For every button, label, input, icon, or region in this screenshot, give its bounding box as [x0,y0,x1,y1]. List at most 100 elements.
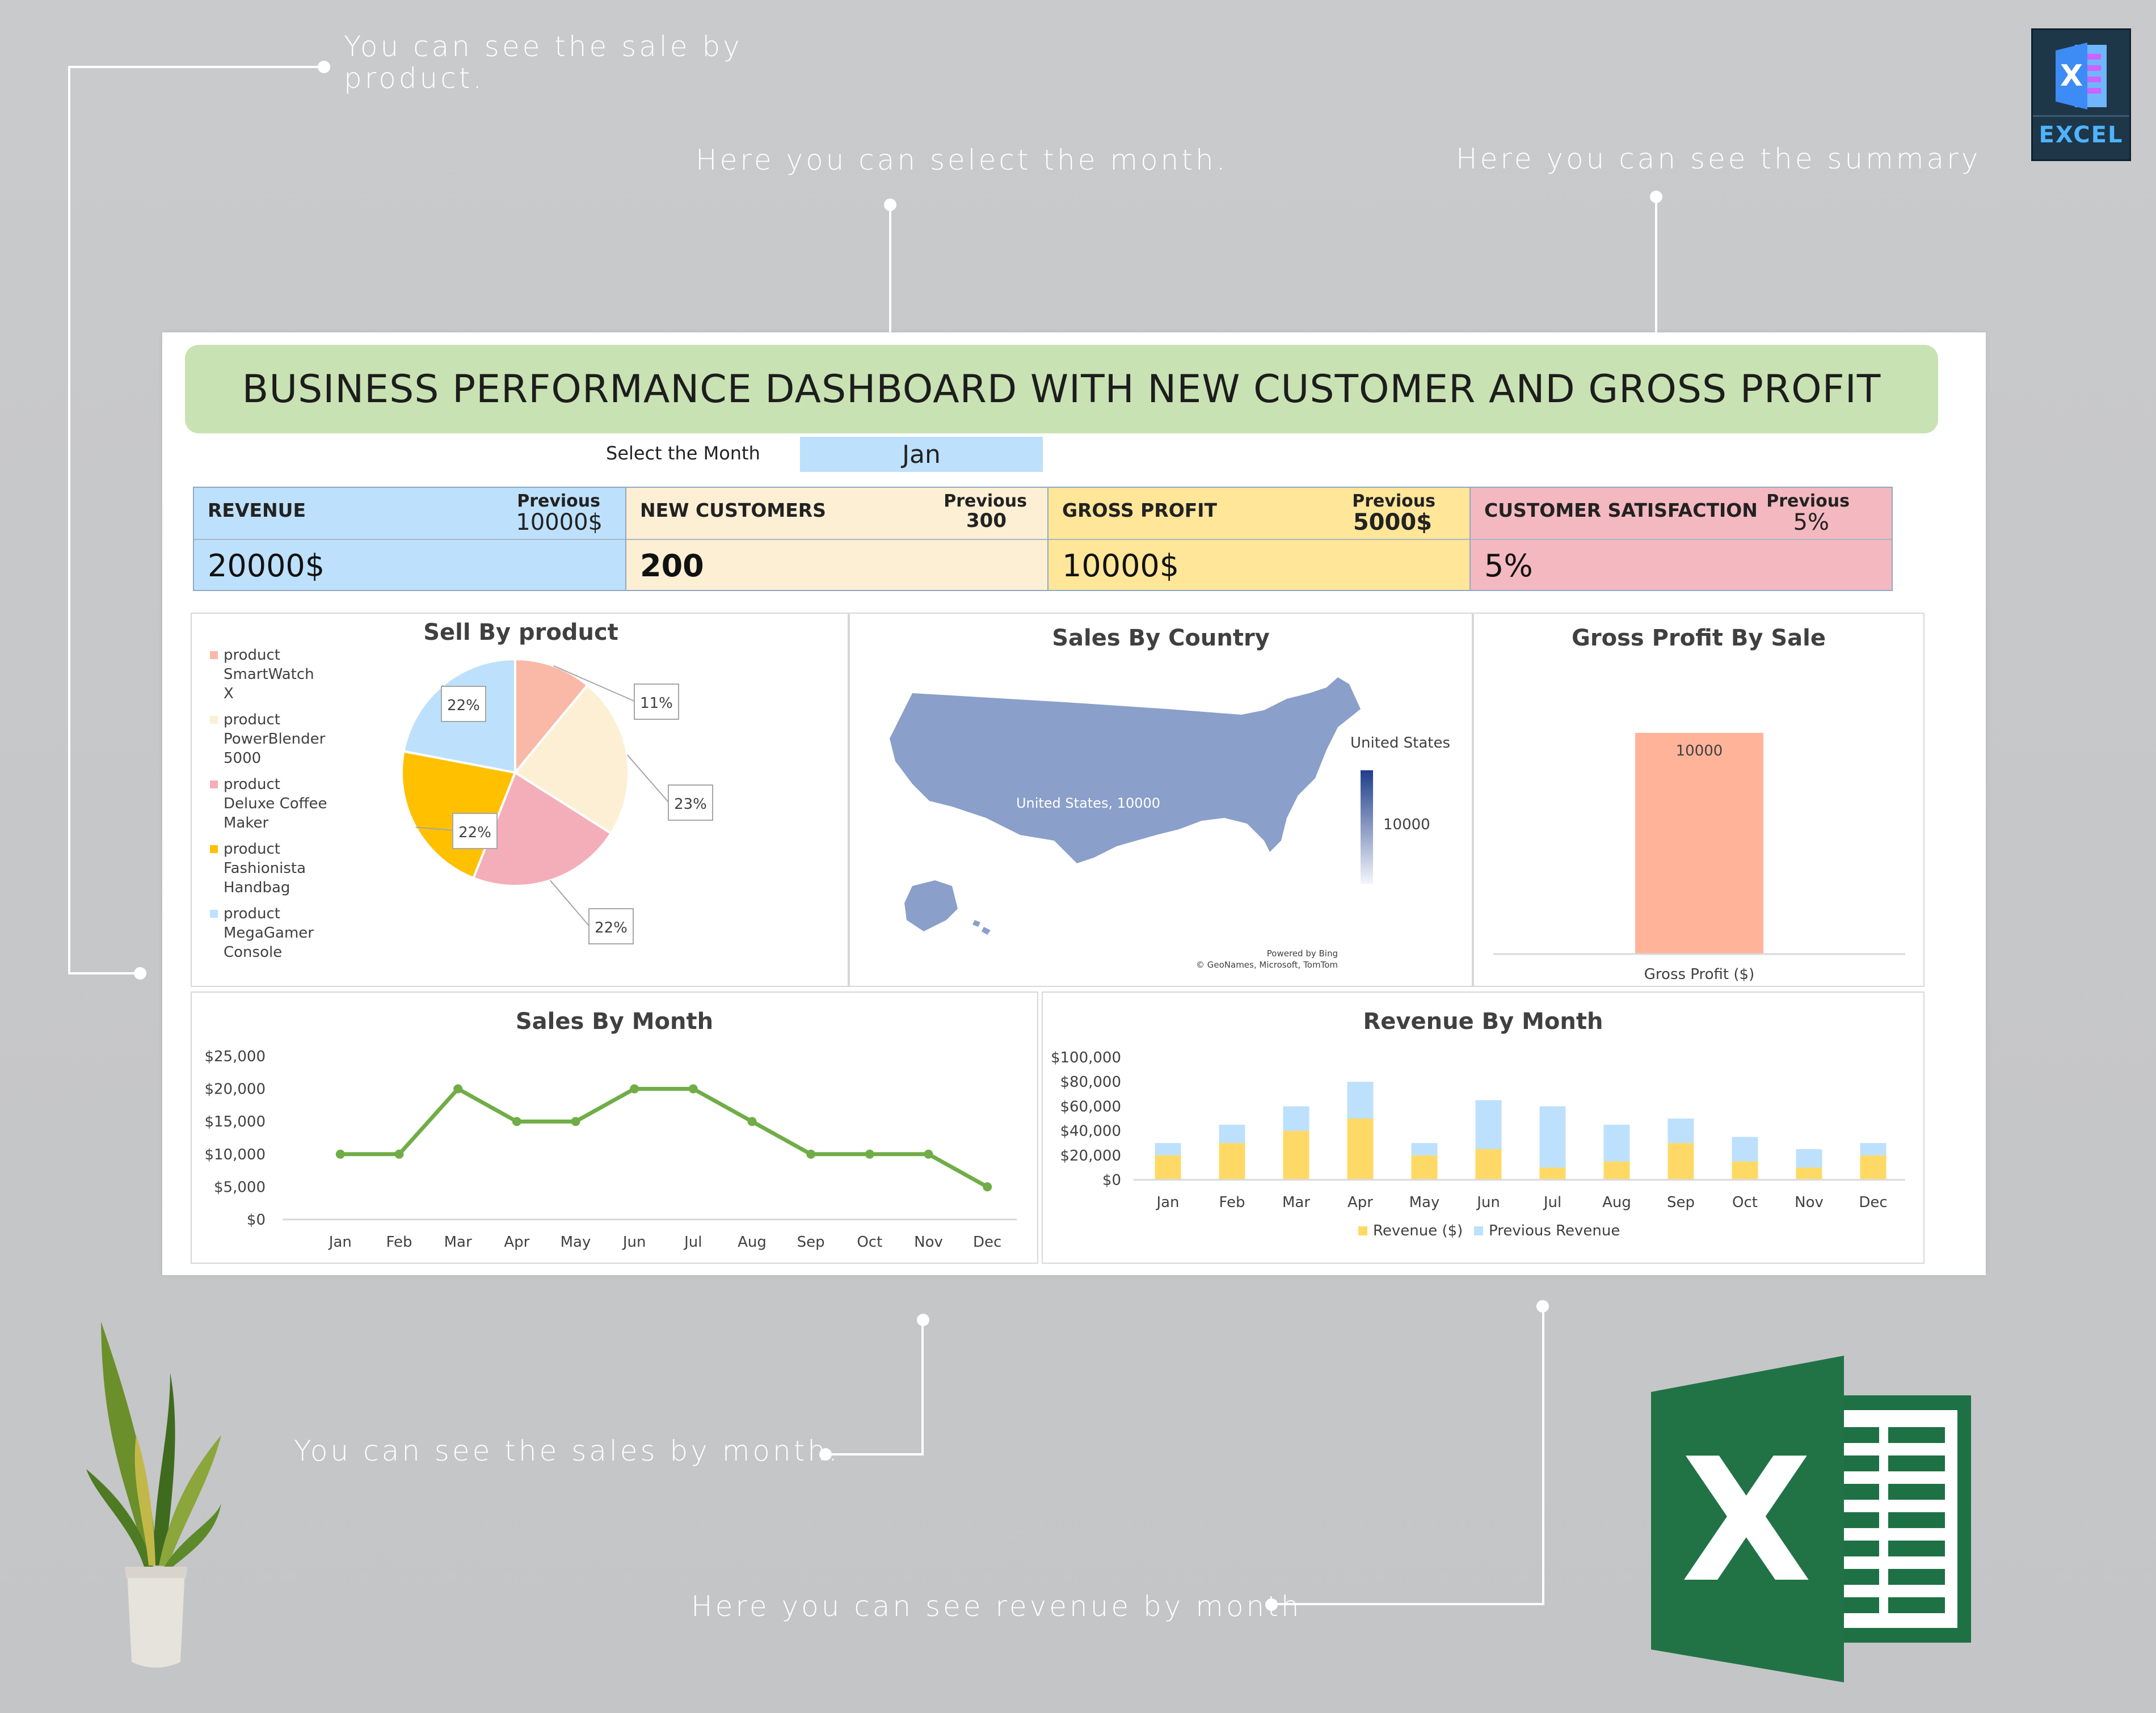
kpi-previous-value: 5000$ [1353,509,1432,535]
connector-line [68,972,142,974]
x-tick-label: Dec [973,1234,1001,1251]
connector-line [889,204,891,332]
x-tick-label: Nov [1795,1194,1824,1211]
y-tick-label: $40,000 [1060,1123,1121,1140]
x-tick-label: Feb [1219,1194,1245,1211]
excel-badge-icon: X [2052,39,2113,113]
connector-dot [134,967,146,980]
x-tick-label: Jul [683,1234,702,1251]
data-point [453,1084,463,1094]
bar-segment [1860,1143,1887,1155]
us-map-region [890,677,1361,863]
kpi-name: NEW CUSTOMERS [640,499,826,521]
pie-label-box [588,908,634,944]
legend-item: product PowerBlender 5000 [204,710,363,768]
y-tick-label: $80,000 [1060,1074,1121,1091]
kpi-divider [1048,539,1469,540]
pie-data-label: 22% [595,919,628,936]
pie-leader-line [626,754,669,803]
bar-segment [1539,1106,1566,1168]
sales-line-chart: $0 $5,000 $10,000 $15,000 $20,000 $25,000 Jan F… [204,1048,1017,1251]
legend-label: SmartWatch [224,666,314,683]
sales-line [340,1087,988,1189]
y-tick-label: $20,000 [1060,1147,1121,1164]
us-map: United States, 10000 United States 10000… [890,677,1450,970]
bar-segment [1796,1149,1822,1168]
x-tick-label: Mar [444,1234,472,1251]
data-point [924,1149,933,1159]
kpi-value: 20000$ [208,548,325,584]
panel-title: Sell By product [423,619,618,645]
panel-title: Gross Profit By Sale [1572,625,1826,651]
x-tick-label: Jan [328,1234,352,1251]
data-point [806,1149,816,1159]
legend-label: product [224,841,281,858]
y-tick-label: $0 [247,1212,266,1229]
excel-badge: X EXCEL [2031,28,2131,161]
legend-swatch [210,780,218,788]
bar-segment [1603,1124,1630,1162]
x-tick-label: Nov [914,1234,943,1251]
data-point [983,1182,992,1192]
connector-line [1542,1307,1544,1605]
dashboard-title: BUSINESS PERFORMANCE DASHBOARD WITH NEW … [242,366,1881,412]
bar-segment [1603,1161,1630,1180]
bar-segment [1732,1161,1758,1180]
legend-label: product [224,905,281,922]
y-tick-label: $10,000 [204,1146,266,1163]
legend-label: MegaGamer [224,925,314,942]
legend-label: product [224,776,281,793]
hawaii-region [972,920,991,935]
panel-gross-profit-by-sale: Gross Profit By Sale 10000 Gross Profit (… [1473,613,1925,987]
data-point [747,1117,757,1126]
connector-line [1655,196,1657,332]
bar-segment [1347,1119,1374,1180]
gross-profit-chart: 10000 Gross Profit ($) [1493,733,1905,983]
kpi-previous-label: Previous [1352,491,1435,511]
bar-segment [1155,1143,1181,1155]
callout-select-month: Here you can select the month. [696,144,1228,176]
excel-logo: X [1651,1356,1982,1682]
x-tick-label: Jul [1543,1194,1561,1211]
bar-segment [1219,1143,1245,1180]
pie-chart: 11% 23% 22% 22% 22% [401,657,713,944]
kpi-divider [626,539,1047,540]
x-tick-label: Aug [1602,1194,1631,1211]
connector-line [68,66,70,974]
kpi-gross-profit: GROSS PROFIT Previous 5000$ 10000$ [1047,487,1471,591]
x-tick-label: May [1409,1194,1440,1211]
legend-swatch [210,845,218,853]
bar-segment [1475,1149,1502,1180]
legend-label: PowerBlender [224,731,326,748]
bar-segment [1411,1143,1438,1155]
y-tick-label: $20,000 [204,1081,266,1098]
kpi-name: GROSS PROFIT [1062,499,1218,521]
excel-badge-letter: X [2060,59,2083,93]
legend-label: X [224,685,234,702]
connector-line [68,66,323,68]
dashboard-sheet: BUSINESS PERFORMANCE DASHBOARD WITH NEW … [162,332,1986,1275]
x-tick-label: Jun [1476,1194,1500,1211]
x-tick-label: Gross Profit ($) [1644,966,1754,983]
data-point [571,1117,580,1126]
map-credit: © GeoNames, Microsoft, TomTom [1196,960,1338,970]
bar-segment [1732,1137,1758,1162]
kpi-name: REVENUE [208,499,306,521]
month-select[interactable]: Jan [800,437,1043,472]
legend-label: Maker [224,815,269,832]
bar-segment [1347,1082,1374,1119]
kpi-previous-value: 300 [966,509,1007,532]
connector-line [921,1322,924,1455]
bar-segment [1667,1119,1694,1144]
kpi-previous-value: 5% [1793,509,1829,535]
y-tick-label: $100,000 [1051,1049,1121,1066]
month-select-label: Select the Month [606,442,760,464]
pie-label-box [634,683,679,720]
y-tick-label: $60,000 [1060,1098,1121,1115]
plant-decoration [85,1322,227,1685]
x-tick-label: Oct [1732,1194,1758,1211]
x-tick-label: Aug [738,1234,767,1251]
bar-segment [1283,1130,1309,1180]
map-legend-value: 10000 [1383,816,1430,833]
